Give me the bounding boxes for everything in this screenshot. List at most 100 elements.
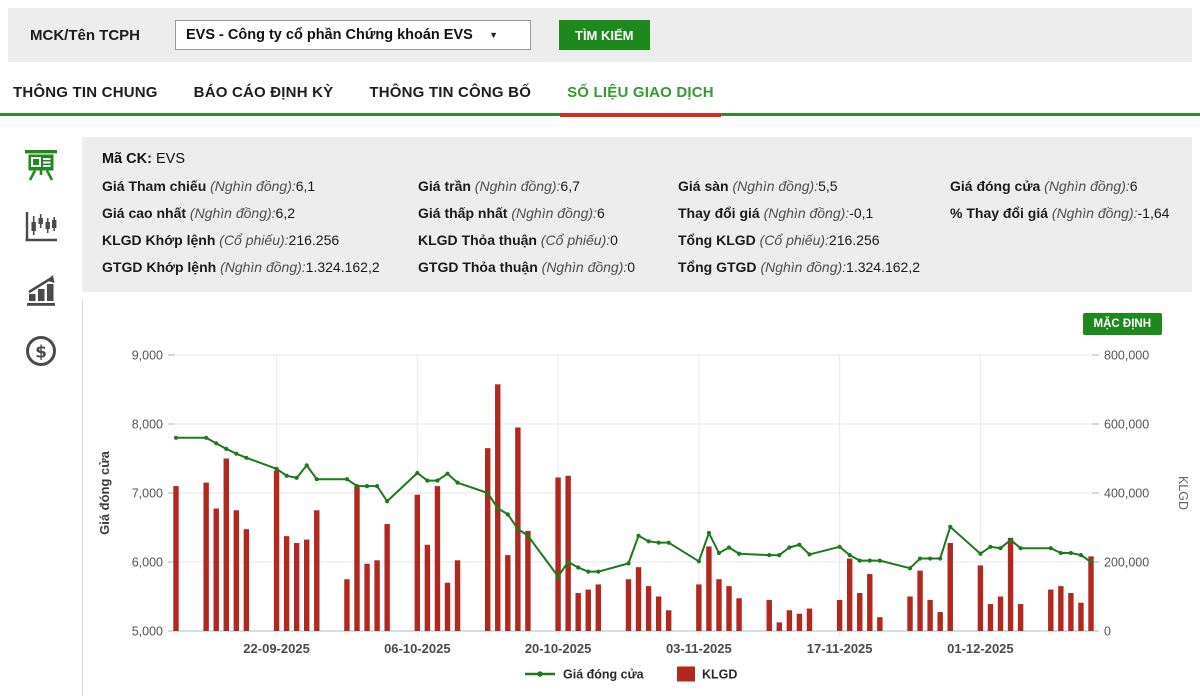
volume-bar bbox=[585, 589, 591, 631]
price-point bbox=[385, 499, 390, 504]
price-point bbox=[978, 551, 983, 556]
price-point bbox=[555, 574, 561, 579]
volume-bar bbox=[726, 586, 732, 631]
price-point bbox=[354, 484, 360, 489]
dollar-circle-icon[interactable]: $ bbox=[23, 333, 59, 369]
search-button[interactable]: TÌM KIẾM bbox=[559, 20, 650, 50]
x-axis-tick-label: 17-11-2025 bbox=[807, 641, 873, 656]
volume-bar bbox=[716, 579, 722, 631]
price-point bbox=[797, 542, 802, 547]
volume-bar bbox=[655, 596, 662, 631]
price-point bbox=[173, 435, 179, 440]
price-point bbox=[1008, 537, 1013, 543]
tab-so-lieu-giao-dich[interactable]: SỐ LIỆU GIAO DỊCH bbox=[560, 84, 721, 117]
volume-bar bbox=[625, 579, 632, 631]
volume-bar bbox=[283, 536, 290, 631]
price-point bbox=[425, 478, 430, 483]
volume-bar bbox=[645, 586, 652, 631]
volume-bar bbox=[786, 610, 793, 631]
price-point bbox=[867, 558, 872, 563]
volume-bar bbox=[354, 486, 360, 631]
stock-info-panel: Mã CK: EVS Giá Tham chiếu (Nghìn đồng):6… bbox=[82, 137, 1192, 292]
volume-bar bbox=[917, 570, 923, 631]
volume-bar bbox=[1078, 602, 1084, 631]
price-point bbox=[455, 480, 460, 485]
chart-panel: MẶC ĐỊNH 22-09-2025 06-10-2025 20-10-2025 0… bbox=[82, 299, 1192, 696]
ticker-select[interactable]: EVS - Công ty cổ phần Chứng khoán EVS ▼ bbox=[175, 20, 531, 50]
volume-bar bbox=[635, 567, 642, 631]
field-gia-san: Giá sàn (Nghìn đồng):5,5 bbox=[678, 178, 838, 194]
volume-bar bbox=[997, 596, 1004, 631]
volume-bar bbox=[1058, 586, 1064, 631]
price-point bbox=[726, 545, 732, 550]
left-axis-tick-label: 8,000 bbox=[132, 418, 163, 432]
price-point bbox=[304, 463, 309, 468]
chevron-down-icon: ▼ bbox=[489, 30, 498, 40]
field-thay-doi-gia: Thay đổi giá (Nghìn đồng):-0,1 bbox=[678, 205, 874, 221]
tab-thong-tin-cong-bo[interactable]: THÔNG TIN CÔNG BỐ bbox=[369, 84, 532, 101]
presentation-chart-icon[interactable] bbox=[23, 147, 59, 183]
volume-bar bbox=[414, 494, 421, 631]
price-point bbox=[344, 477, 350, 482]
price-point bbox=[435, 478, 440, 483]
x-axis-tick-label: 22-09-2025 bbox=[243, 641, 310, 656]
price-point bbox=[576, 565, 581, 570]
volume-bar bbox=[374, 560, 380, 631]
volume-bar bbox=[575, 593, 581, 631]
volume-bar bbox=[293, 543, 300, 631]
volume-bar bbox=[1017, 604, 1024, 631]
legend-line-marker bbox=[537, 671, 543, 677]
volume-bar bbox=[213, 508, 219, 631]
field-gia-cao-nhat: Giá cao nhất (Nghìn đồng):6,2 bbox=[102, 205, 295, 221]
field-klgd-khop-lenh: KLGD Khớp lệnh (Cổ phiếu):216.256 bbox=[102, 232, 340, 248]
price-point bbox=[525, 533, 531, 538]
default-view-button[interactable]: MẶC ĐỊNH bbox=[1082, 313, 1162, 335]
volume-bar bbox=[555, 477, 561, 631]
right-axis-tick-label: 0 bbox=[1104, 625, 1111, 639]
price-point bbox=[374, 484, 380, 489]
price-point bbox=[1068, 550, 1073, 556]
price-point bbox=[857, 558, 862, 563]
sidebar: $ bbox=[0, 137, 82, 369]
x-axis-tick-label: 03-11-2025 bbox=[666, 641, 732, 656]
volume-bar bbox=[434, 486, 441, 631]
search-bar: MCK/Tên TCPH EVS - Công ty cổ phần Chứng… bbox=[8, 8, 1192, 62]
volume-bar bbox=[987, 604, 994, 631]
bar-chart-growth-icon[interactable] bbox=[23, 271, 59, 307]
volume-bar bbox=[485, 448, 491, 631]
volume-bar bbox=[525, 530, 531, 631]
candlestick-chart-icon[interactable] bbox=[23, 209, 59, 245]
volume-bar bbox=[203, 482, 209, 631]
price-point bbox=[485, 490, 490, 496]
price-point bbox=[847, 553, 852, 558]
volume-bar bbox=[1088, 556, 1094, 631]
tab-thong-tin-chung[interactable]: THÔNG TIN CHUNG bbox=[13, 84, 158, 101]
volume-bar bbox=[424, 544, 431, 631]
volume-bar bbox=[857, 593, 863, 631]
price-point bbox=[586, 569, 591, 574]
svg-text:$: $ bbox=[35, 343, 47, 363]
field-tong-klgd: Tổng KLGD (Cổ phiếu):216.256 bbox=[678, 232, 880, 248]
price-line bbox=[176, 436, 1092, 578]
volume-bar bbox=[947, 543, 953, 631]
price-point bbox=[988, 544, 993, 549]
volume-bar bbox=[665, 610, 672, 631]
volume-bar bbox=[233, 510, 240, 631]
volume-bar bbox=[907, 596, 913, 631]
field-tong-gtgd: Tổng GTGD (Nghìn đồng):1.324.162,2 bbox=[678, 259, 921, 275]
price-point bbox=[415, 470, 420, 476]
price-point bbox=[706, 530, 712, 536]
field-gtgd-khop-lenh: GTGD Khớp lệnh (Nghìn đồng):1.324.162,2 bbox=[102, 259, 380, 275]
tabs-bar: THÔNG TIN CHUNG BÁO CÁO ĐỊNH KỲ THÔNG TI… bbox=[0, 84, 1200, 117]
volume-bar bbox=[977, 565, 984, 631]
price-point bbox=[998, 546, 1003, 551]
volume-bar bbox=[273, 470, 280, 631]
right-axis-tick-label: 200,000 bbox=[1104, 556, 1149, 570]
tab-bao-cao-dinh-ky[interactable]: BÁO CÁO ĐỊNH KỲ bbox=[193, 84, 334, 101]
volume-bar bbox=[927, 599, 933, 631]
price-point bbox=[1078, 553, 1084, 558]
volume-bar bbox=[364, 563, 370, 631]
price-point bbox=[596, 569, 601, 574]
field-pct-thay-doi-gia: % Thay đổi giá (Nghìn đồng):-1,64 bbox=[950, 205, 1170, 221]
price-point bbox=[716, 550, 722, 556]
